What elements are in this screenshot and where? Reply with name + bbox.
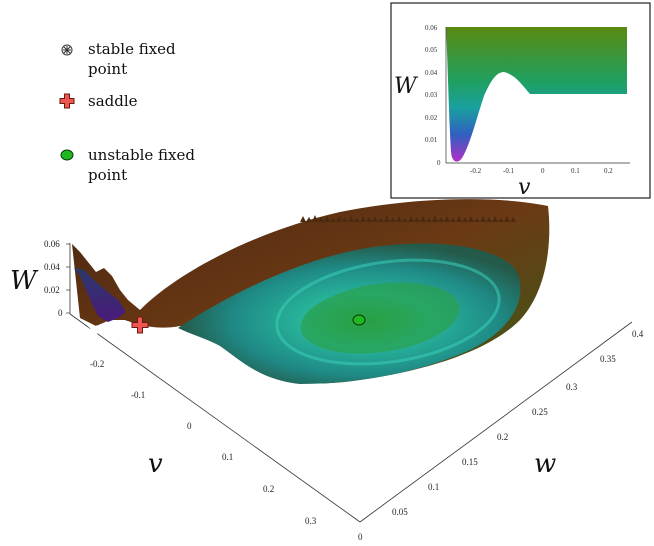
left-well <box>74 268 126 322</box>
rim-spikes <box>300 215 516 222</box>
w-tick-2: 0.1 <box>428 482 439 492</box>
legend-item-saddle: saddle <box>59 92 138 110</box>
legend-label-unstable-1: unstable fixed <box>88 146 195 164</box>
w-tick-4: 0.2 <box>497 432 508 442</box>
inset-x-ticks: -0.2 -0.1 0 0.1 0.2 <box>470 167 613 175</box>
z-axis-label: W <box>10 266 39 296</box>
z-tick-1: 0.04 <box>44 262 60 272</box>
dot-icon <box>60 149 74 161</box>
inset-y-ticks: 0.06 0.05 0.04 0.03 0.02 0.01 0 <box>425 24 441 167</box>
inset-x-tick-4: 0.2 <box>604 167 613 175</box>
v-tick-4: 0.2 <box>263 484 274 494</box>
inset-x-tick-2: 0 <box>541 167 545 175</box>
v-axis-label: v <box>148 449 163 479</box>
legend-item-stable: stable fixed point <box>61 40 176 78</box>
v-tick-2: 0 <box>187 421 192 431</box>
inset-y-tick-1: 0.05 <box>425 46 438 54</box>
inset-x-tick-0: -0.2 <box>470 167 482 175</box>
inset-x-tick-1: -0.1 <box>503 167 515 175</box>
w-tick-3: 0.15 <box>462 457 478 467</box>
bowl-center <box>300 282 460 354</box>
inset-y-tick-4: 0.02 <box>425 114 438 122</box>
stable-point-marker <box>88 325 98 335</box>
w-tick-0: 0 <box>358 532 363 542</box>
legend: stable fixed point saddle unstable fixed… <box>59 40 195 184</box>
cross-icon <box>59 93 75 109</box>
v-axis-line <box>69 313 361 523</box>
w-axis-label: w <box>534 449 556 479</box>
inset-area <box>446 27 627 162</box>
inset-y-tick-5: 0.01 <box>425 136 438 144</box>
w-axis-line <box>359 321 633 523</box>
z-ticks: 0.06 0.04 0.02 0 <box>44 239 70 318</box>
z-tick-3: 0 <box>58 308 63 318</box>
inset-plot: 0.06 0.05 0.04 0.03 0.02 0.01 0 -0.2 -0.… <box>390 2 651 200</box>
w-tick-7: 0.35 <box>600 354 616 364</box>
v-ticks: -0.2 -0.1 0 0.1 0.2 0.3 <box>90 359 317 526</box>
bowl-inner-ring <box>275 258 501 366</box>
v-tick-3: 0.1 <box>222 452 233 462</box>
inset-y-label: W <box>394 74 419 99</box>
w-tick-1: 0.05 <box>392 507 408 517</box>
v-tick-0: -0.2 <box>90 359 104 369</box>
inset-y-tick-2: 0.04 <box>425 69 438 77</box>
legend-label-stable-2: point <box>88 60 127 78</box>
v-tick-5: 0.3 <box>305 516 317 526</box>
v-tick-1: -0.1 <box>131 390 145 400</box>
surface-plot: 0.06 0.04 0.02 0 -0.2 -0.1 0 0.1 0.2 0.3… <box>10 199 644 542</box>
asterisk-icon <box>61 44 73 56</box>
inset-y-tick-6: 0 <box>437 159 441 167</box>
legend-label-saddle: saddle <box>88 92 138 110</box>
legend-item-unstable: unstable fixed point <box>60 146 195 184</box>
z-tick-2: 0.02 <box>44 285 60 295</box>
z-tick-0: 0.06 <box>44 239 60 249</box>
w-ticks: 0 0.05 0.1 0.15 0.2 0.25 0.3 0.35 0.4 <box>358 329 644 542</box>
w-tick-5: 0.25 <box>532 407 548 417</box>
unstable-point-marker <box>352 314 366 326</box>
legend-label-stable-1: stable fixed <box>88 40 176 58</box>
inset-x-tick-3: 0.1 <box>571 167 580 175</box>
legend-label-unstable-2: point <box>88 166 127 184</box>
w-tick-8: 0.4 <box>632 329 644 339</box>
saddle-point-marker <box>131 316 149 334</box>
inset-x-label: v <box>518 175 531 200</box>
w-tick-6: 0.3 <box>566 382 578 392</box>
inset-y-tick-3: 0.03 <box>425 91 438 99</box>
inset-y-tick-0: 0.06 <box>425 24 438 32</box>
